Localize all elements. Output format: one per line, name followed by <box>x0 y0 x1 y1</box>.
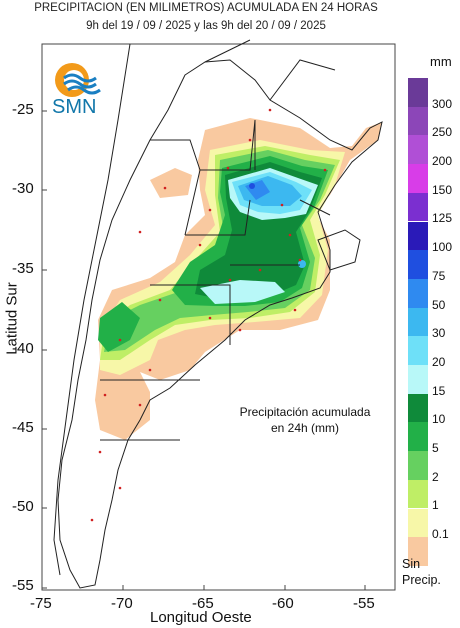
legend-level-label: 50 <box>432 297 446 312</box>
annotation-line: en 24h (mm) <box>270 421 340 435</box>
legend-no-precip-line: Sin <box>402 557 421 571</box>
ytick-label: -35 <box>12 260 34 277</box>
legend-level-label: 125 <box>432 211 453 226</box>
ytick-label: -55 <box>12 577 34 594</box>
x-axis-label: Longitud Oeste <box>150 609 252 626</box>
xtick-label: -55 <box>353 595 375 612</box>
legend-color-swatch <box>408 192 428 222</box>
legend-level-label: 150 <box>432 182 453 197</box>
paraguay <box>204 39 336 101</box>
legend-color-swatch <box>408 422 428 452</box>
smn-logo-icon <box>55 63 101 97</box>
legend-level-label: 300 <box>432 96 453 111</box>
legend-color-swatch <box>408 508 428 538</box>
argentina-outline <box>57 59 383 589</box>
y-axis-label: Latitud Sur <box>3 282 21 355</box>
smn-logo-text: SMN <box>52 96 97 118</box>
xtick-label: -70 <box>111 595 133 612</box>
xtick-label: -75 <box>30 595 52 612</box>
legend-level-label: 5 <box>432 441 439 456</box>
legend-color-swatch <box>408 78 428 107</box>
annotation-line: Precipitación acumulada <box>239 405 371 419</box>
ytick-label: -25 <box>12 101 34 118</box>
legend-level-label: 0.1 <box>432 527 449 542</box>
map-title: PRECIPITACION (EN MILIMETROS) ACUMULADA … <box>34 2 378 14</box>
legend-no-precip-line: Precip. <box>402 573 441 587</box>
precip-zones <box>95 118 382 440</box>
legend-color-swatch <box>408 451 428 480</box>
legend-color-swatch <box>408 537 428 566</box>
zone-50-core <box>249 183 255 189</box>
zone-light-north <box>150 168 192 198</box>
legend-level-label: 15 <box>432 383 446 398</box>
ytick-label: -45 <box>12 419 34 436</box>
legend-unit: mm <box>430 54 452 69</box>
station-markers <box>90 108 327 522</box>
legend-color-swatch <box>408 164 428 193</box>
borders <box>53 39 383 589</box>
legend-color-swatch <box>408 393 428 423</box>
uruguay <box>317 229 361 271</box>
legend-level-label: 200 <box>432 154 453 169</box>
zone-15b <box>200 280 285 304</box>
legend-color-swatch <box>408 479 428 509</box>
legend-color-swatch <box>408 336 428 365</box>
map-subtitle: 9h del 19 / 09 / 2025 y las 9h del 20 / … <box>86 20 326 32</box>
xtick-label: -60 <box>272 595 294 612</box>
chile-coast <box>53 43 131 576</box>
province-lines <box>100 119 331 441</box>
legend-color-swatch <box>408 135 428 165</box>
legend-level-label: 30 <box>432 326 446 341</box>
legend-color-swatch <box>408 250 428 279</box>
legend-no-precip: Sin Precip. <box>402 556 460 588</box>
legend-level-label: 2 <box>432 469 439 484</box>
legend-level-label: 250 <box>432 125 453 140</box>
legend-level-label: 75 <box>432 268 446 283</box>
legend-level-label: 100 <box>432 240 453 255</box>
ytick-label: -30 <box>12 180 34 197</box>
ytick-label: -50 <box>12 498 34 515</box>
legend-level-label: 10 <box>432 412 446 427</box>
legend-color-swatch <box>408 365 428 394</box>
legend-level-label: 20 <box>432 354 446 369</box>
legend-color-swatch <box>408 106 428 136</box>
xtick-label: -65 <box>192 595 214 612</box>
legend-color-swatch <box>408 307 428 337</box>
tick-marks <box>41 110 366 590</box>
map-annotation: Precipitación acumulada en 24h (mm) <box>230 404 380 436</box>
zone-blue-east <box>298 260 306 268</box>
ytick-label: -40 <box>12 340 34 357</box>
legend-color-swatch <box>408 278 428 308</box>
legend-level-label: 1 <box>432 498 439 513</box>
legend-color-swatch <box>408 221 428 251</box>
zone-5-sw <box>98 302 140 352</box>
